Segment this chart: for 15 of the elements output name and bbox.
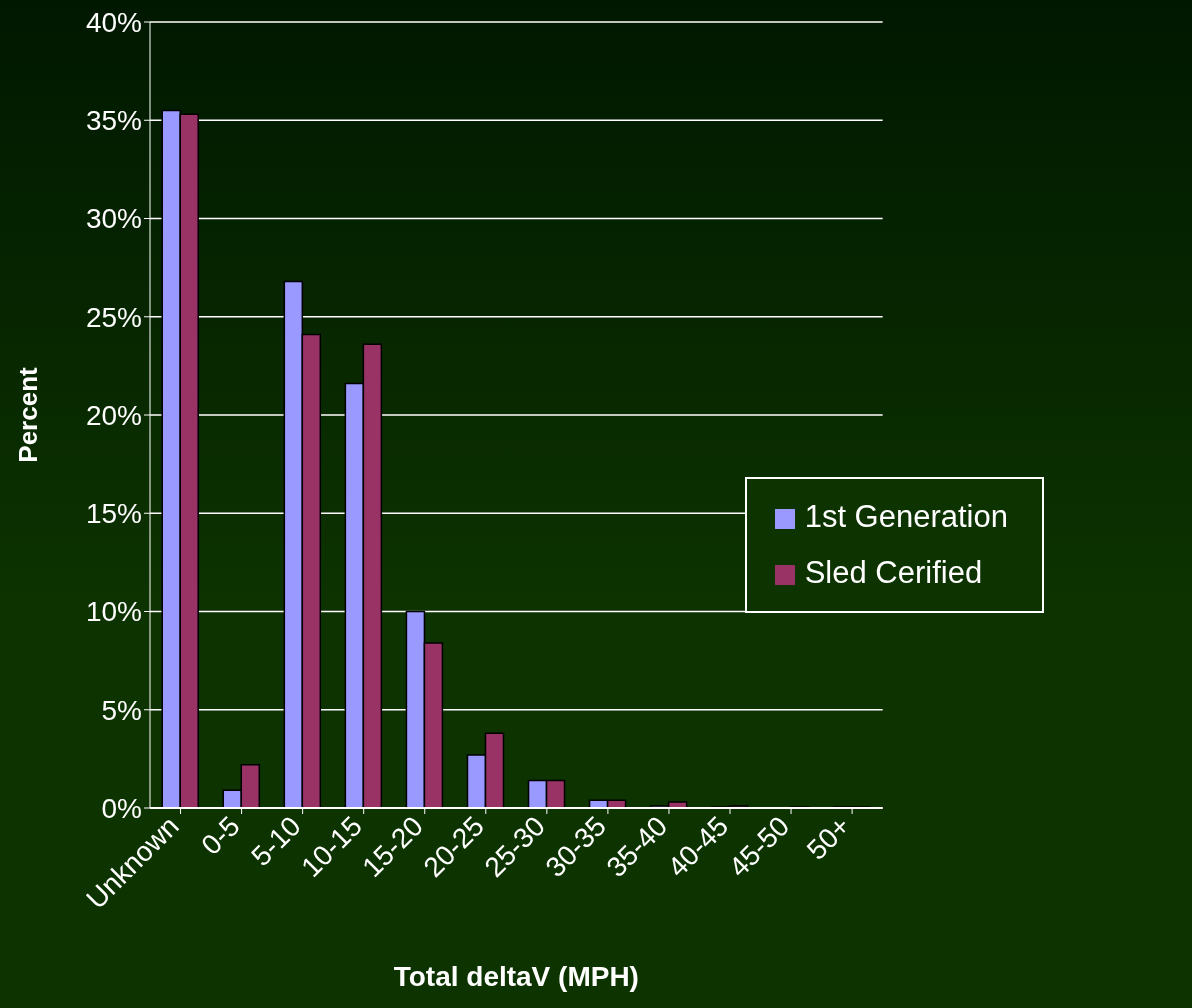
legend-label: Sled Cerified xyxy=(804,555,983,590)
x-tick-label: 0-5 xyxy=(195,810,246,861)
y-tick-label: 5% xyxy=(101,694,142,726)
y-axis-title: Percent xyxy=(13,366,44,463)
y-tick-label: 25% xyxy=(85,301,142,333)
x-axis-title: Total deltaV (MPH) xyxy=(393,961,639,992)
y-tick-label: 30% xyxy=(85,203,142,235)
y-tick-label: 15% xyxy=(85,498,142,530)
y-tick-label: 20% xyxy=(85,399,142,431)
y-tick-label: 10% xyxy=(85,596,142,628)
x-tick-label: 50+ xyxy=(800,810,857,866)
legend-label: 1st Generation xyxy=(804,499,1008,534)
y-tick-label: 0% xyxy=(101,792,142,824)
y-tick-label: 40% xyxy=(85,6,142,38)
y-tick-label: 35% xyxy=(85,105,142,137)
